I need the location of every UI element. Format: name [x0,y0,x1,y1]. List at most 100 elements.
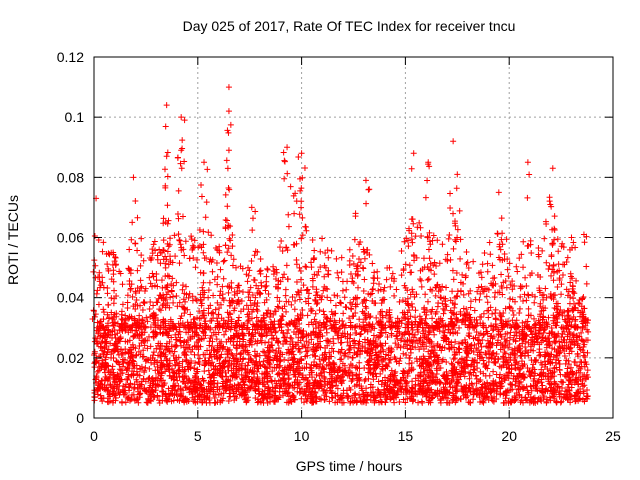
data-point [322,375,329,382]
data-point [133,362,140,369]
data-point [539,334,546,341]
data-point [453,380,460,387]
data-point [288,354,295,361]
data-point [559,379,566,386]
data-point [585,328,592,335]
data-point [135,348,142,355]
data-point [520,362,527,369]
data-point [94,368,101,375]
data-point [556,387,563,394]
data-point [105,387,112,394]
data-point [507,329,514,336]
data-point [577,346,584,353]
data-point [447,383,454,390]
data-point [244,389,251,396]
data-point [342,367,349,374]
data-point [328,375,335,382]
data-point [249,377,256,384]
data-point [159,330,166,337]
data-point [470,369,477,376]
data-point [264,344,271,351]
data-point [422,377,429,384]
data-point [314,334,321,341]
data-point [339,360,346,367]
data-point [560,336,567,343]
data-point [312,378,319,385]
data-point [265,339,272,346]
data-point [179,374,186,381]
data-point [154,392,161,399]
data-point [367,364,374,371]
data-point [314,340,321,347]
data-point [259,370,266,377]
data-point [394,387,401,394]
data-point [238,375,245,382]
data-point [196,361,203,368]
data-point [388,367,395,374]
data-point [523,347,530,354]
data-point [170,397,177,404]
data-point [220,358,227,365]
data-point [561,352,568,359]
data-point [254,350,261,357]
data-point [388,348,395,355]
data-point [367,392,374,399]
data-point [425,334,432,341]
data-point [468,380,475,387]
data-point [224,376,231,383]
data-point [477,376,484,383]
data-point [285,357,292,364]
data-point [145,356,152,363]
data-point [316,356,323,363]
data-point [222,328,229,335]
data-point [582,375,589,382]
data-point [553,389,560,396]
data-point [125,350,132,357]
data-point [394,378,401,385]
data-point [408,384,415,391]
data-point [505,369,512,376]
data-point [555,357,562,364]
data-point [404,370,411,377]
data-point [309,393,316,400]
data-point [139,353,146,360]
data-point [206,399,213,406]
data-point [298,395,305,402]
data-point [304,344,311,351]
data-point [524,387,531,394]
data-point [454,330,461,337]
data-point [279,388,286,395]
data-point [317,360,324,367]
data-point [136,372,143,379]
data-point [110,391,117,398]
data-point [488,332,495,339]
data-point [214,356,221,363]
data-point [303,360,310,367]
data-point [450,356,457,363]
data-point [242,362,249,369]
data-point [558,398,565,405]
data-point [419,359,426,366]
data-point [213,352,220,359]
data-point [497,383,504,390]
data-point [150,349,157,356]
data-point [519,350,526,357]
data-point [162,368,169,375]
data-point [217,354,224,361]
data-point [234,357,241,364]
data-point [357,398,364,405]
data-point [105,363,112,370]
data-point [553,399,560,406]
data-point [262,352,269,359]
data-point [516,366,523,373]
data-point [141,337,148,344]
data-point [144,345,151,352]
data-point [272,328,279,335]
data-point [467,399,474,406]
data-point [487,382,494,389]
data-point [177,393,184,400]
data-point [378,358,385,365]
data-point [338,379,345,386]
data-point [310,341,317,348]
data-point [332,399,339,406]
